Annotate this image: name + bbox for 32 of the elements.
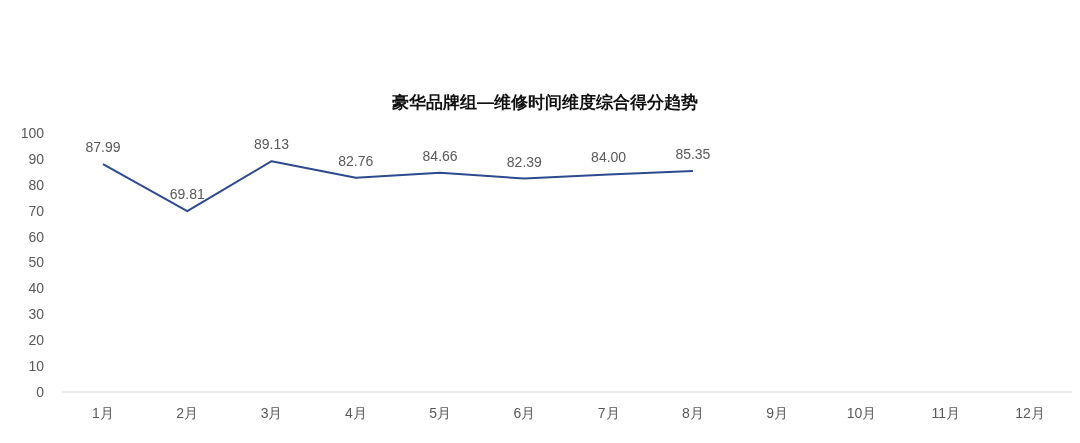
x-tick-label: 12月 [1015, 405, 1045, 421]
chart-title: 豪华品牌组—维修时间维度综合得分趋势 [391, 93, 698, 112]
x-tick-label: 10月 [846, 405, 877, 421]
x-tick-label: 9月 [766, 405, 789, 421]
data-label: 87.99 [85, 139, 121, 156]
x-tick-label: 7月 [597, 405, 620, 421]
y-tick-label: 50 [28, 254, 45, 271]
y-tick-label: 40 [28, 280, 45, 297]
y-tick-label: 60 [28, 228, 45, 245]
data-label: 85.35 [675, 145, 711, 162]
y-tick-label: 0 [36, 383, 45, 400]
y-tick-label: 100 [20, 124, 45, 141]
x-tick-label: 4月 [344, 405, 367, 421]
x-tick-label: 3月 [260, 405, 283, 421]
y-tick-label: 90 [28, 150, 45, 167]
y-tick-label: 80 [28, 176, 45, 193]
y-tick-label: 20 [28, 332, 45, 349]
data-label: 84.00 [591, 149, 627, 166]
y-tick-label: 30 [28, 306, 45, 323]
x-tick-label: 5月 [429, 405, 451, 421]
y-tick-label: 10 [28, 358, 45, 374]
x-tick-label: 1月 [92, 405, 114, 421]
data-label: 82.39 [506, 153, 543, 170]
x-tick-label: 11月 [931, 405, 960, 421]
data-label: 69.81 [169, 186, 205, 203]
x-tick-label: 6月 [513, 405, 536, 421]
y-tick-label: 70 [28, 202, 45, 219]
x-tick-label: 2月 [176, 405, 199, 421]
x-tick-label: 8月 [682, 405, 704, 421]
data-label: 89.13 [254, 136, 290, 153]
data-label: 82.76 [338, 152, 374, 169]
data-label: 84.66 [422, 147, 458, 164]
